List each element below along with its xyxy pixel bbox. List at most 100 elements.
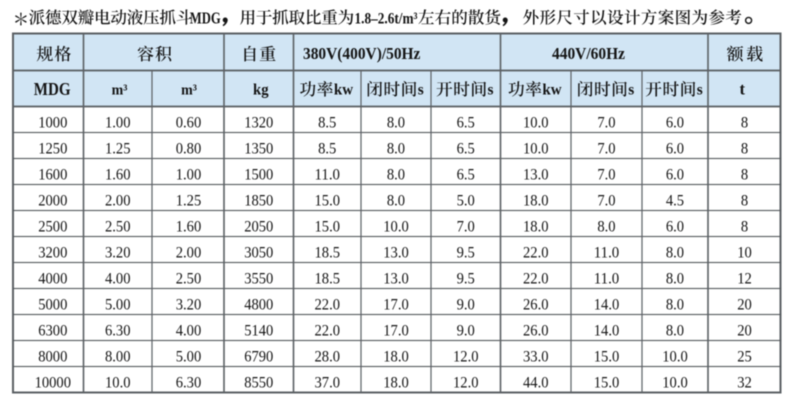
- svg-text:1.60: 1.60: [176, 219, 202, 236]
- svg-text:14.0: 14.0: [594, 323, 620, 340]
- svg-text:9.0: 9.0: [457, 297, 475, 314]
- svg-text:20: 20: [737, 323, 752, 340]
- svg-text:6.0: 6.0: [666, 115, 684, 132]
- svg-text:s: s: [628, 82, 634, 99]
- svg-text:6.30: 6.30: [105, 323, 131, 340]
- svg-text:5000: 5000: [38, 297, 67, 314]
- svg-text:8.5: 8.5: [318, 115, 336, 132]
- svg-text:4.5: 4.5: [666, 193, 684, 210]
- svg-text:8.0: 8.0: [666, 297, 684, 314]
- svg-text:1.25: 1.25: [176, 193, 202, 210]
- svg-text:26.0: 26.0: [523, 323, 549, 340]
- svg-text:0.60: 0.60: [176, 115, 202, 132]
- svg-text:0.80: 0.80: [176, 141, 202, 158]
- svg-text:33.0: 33.0: [523, 349, 549, 366]
- svg-text:1.00: 1.00: [176, 167, 202, 184]
- svg-text:14.0: 14.0: [594, 297, 620, 314]
- svg-text:8.00: 8.00: [105, 349, 131, 366]
- svg-text:12.0: 12.0: [453, 349, 479, 366]
- svg-text:2.50: 2.50: [105, 219, 131, 236]
- svg-text:7.0: 7.0: [457, 219, 475, 236]
- svg-text:3.20: 3.20: [105, 245, 131, 262]
- svg-text:1600: 1600: [38, 167, 67, 184]
- svg-text:15.0: 15.0: [315, 193, 341, 210]
- svg-text:13.0: 13.0: [383, 245, 409, 262]
- svg-text:8550: 8550: [244, 375, 273, 392]
- svg-text:8: 8: [741, 219, 748, 236]
- svg-text:6300: 6300: [38, 323, 67, 340]
- svg-text:18.0: 18.0: [523, 219, 549, 236]
- svg-text:15.0: 15.0: [315, 219, 341, 236]
- svg-text:26.0: 26.0: [523, 297, 549, 314]
- svg-text:11.0: 11.0: [594, 271, 620, 288]
- svg-text:37.0: 37.0: [315, 375, 341, 392]
- svg-text:8.0: 8.0: [387, 141, 405, 158]
- svg-text:2.00: 2.00: [176, 245, 202, 262]
- svg-text:m³: m³: [181, 83, 197, 99]
- svg-text:MDG: MDG: [190, 8, 221, 27]
- svg-text:17.0: 17.0: [383, 297, 409, 314]
- svg-text:25: 25: [737, 349, 752, 366]
- svg-text:3050: 3050: [244, 245, 273, 262]
- svg-text:2050: 2050: [244, 219, 273, 236]
- svg-text:t: t: [740, 80, 746, 99]
- svg-text:2000: 2000: [38, 193, 67, 210]
- svg-text:18.5: 18.5: [315, 245, 341, 262]
- svg-text:6790: 6790: [244, 349, 273, 366]
- svg-text:15.0: 15.0: [594, 375, 620, 392]
- svg-text:10.0: 10.0: [662, 375, 688, 392]
- svg-text:6.30: 6.30: [176, 375, 202, 392]
- svg-text:1.8–2.6t/m³: 1.8–2.6t/m³: [355, 9, 418, 27]
- svg-text:5.00: 5.00: [105, 297, 131, 314]
- svg-text:10.0: 10.0: [105, 375, 131, 392]
- svg-text:22.0: 22.0: [523, 271, 549, 288]
- svg-text:8: 8: [741, 167, 748, 184]
- svg-text:4800: 4800: [244, 297, 273, 314]
- svg-text:kw: kw: [334, 82, 354, 99]
- svg-text:17.0: 17.0: [383, 323, 409, 340]
- svg-text:12.0: 12.0: [453, 375, 479, 392]
- svg-text:11.0: 11.0: [315, 167, 341, 184]
- svg-text:8000: 8000: [38, 349, 67, 366]
- svg-text:4.00: 4.00: [105, 271, 131, 288]
- svg-text:1250: 1250: [38, 141, 67, 158]
- svg-text:kg: kg: [253, 82, 269, 99]
- svg-text:1.25: 1.25: [105, 141, 131, 158]
- svg-text:9.5: 9.5: [457, 245, 475, 262]
- svg-text:9.5: 9.5: [457, 271, 475, 288]
- svg-text:18.5: 18.5: [315, 271, 341, 288]
- svg-text:22.0: 22.0: [315, 297, 341, 314]
- svg-text:4.00: 4.00: [176, 323, 202, 340]
- svg-text:22.0: 22.0: [523, 245, 549, 262]
- svg-text:s: s: [418, 82, 424, 99]
- svg-text:12: 12: [737, 271, 752, 288]
- svg-text:MDG: MDG: [34, 79, 71, 99]
- svg-text:440V/60Hz: 440V/60Hz: [552, 44, 625, 63]
- svg-text:1.00: 1.00: [105, 115, 131, 132]
- svg-text:8.0: 8.0: [387, 167, 405, 184]
- svg-text:1000: 1000: [38, 115, 67, 132]
- svg-text:7.0: 7.0: [597, 141, 615, 158]
- svg-text:18.0: 18.0: [523, 193, 549, 210]
- svg-text:28.0: 28.0: [315, 349, 341, 366]
- svg-text:8.0: 8.0: [387, 193, 405, 210]
- svg-text:6.5: 6.5: [457, 167, 475, 184]
- svg-text:s: s: [697, 82, 703, 99]
- svg-text:10.0: 10.0: [383, 219, 409, 236]
- svg-text:5140: 5140: [244, 323, 273, 340]
- svg-text:3200: 3200: [38, 245, 67, 262]
- svg-text:4000: 4000: [38, 271, 67, 288]
- svg-text:18.0: 18.0: [383, 375, 409, 392]
- svg-text:7.0: 7.0: [597, 115, 615, 132]
- svg-text:8: 8: [741, 115, 748, 132]
- svg-text:13.0: 13.0: [523, 167, 549, 184]
- svg-text:8: 8: [741, 193, 748, 210]
- svg-text:1850: 1850: [244, 193, 273, 210]
- svg-text:6.5: 6.5: [457, 141, 475, 158]
- svg-text:10.0: 10.0: [523, 141, 549, 158]
- svg-text:10.0: 10.0: [523, 115, 549, 132]
- svg-text:5.0: 5.0: [457, 193, 475, 210]
- svg-text:kw: kw: [542, 82, 562, 99]
- svg-text:18.0: 18.0: [383, 349, 409, 366]
- svg-text:6.0: 6.0: [666, 141, 684, 158]
